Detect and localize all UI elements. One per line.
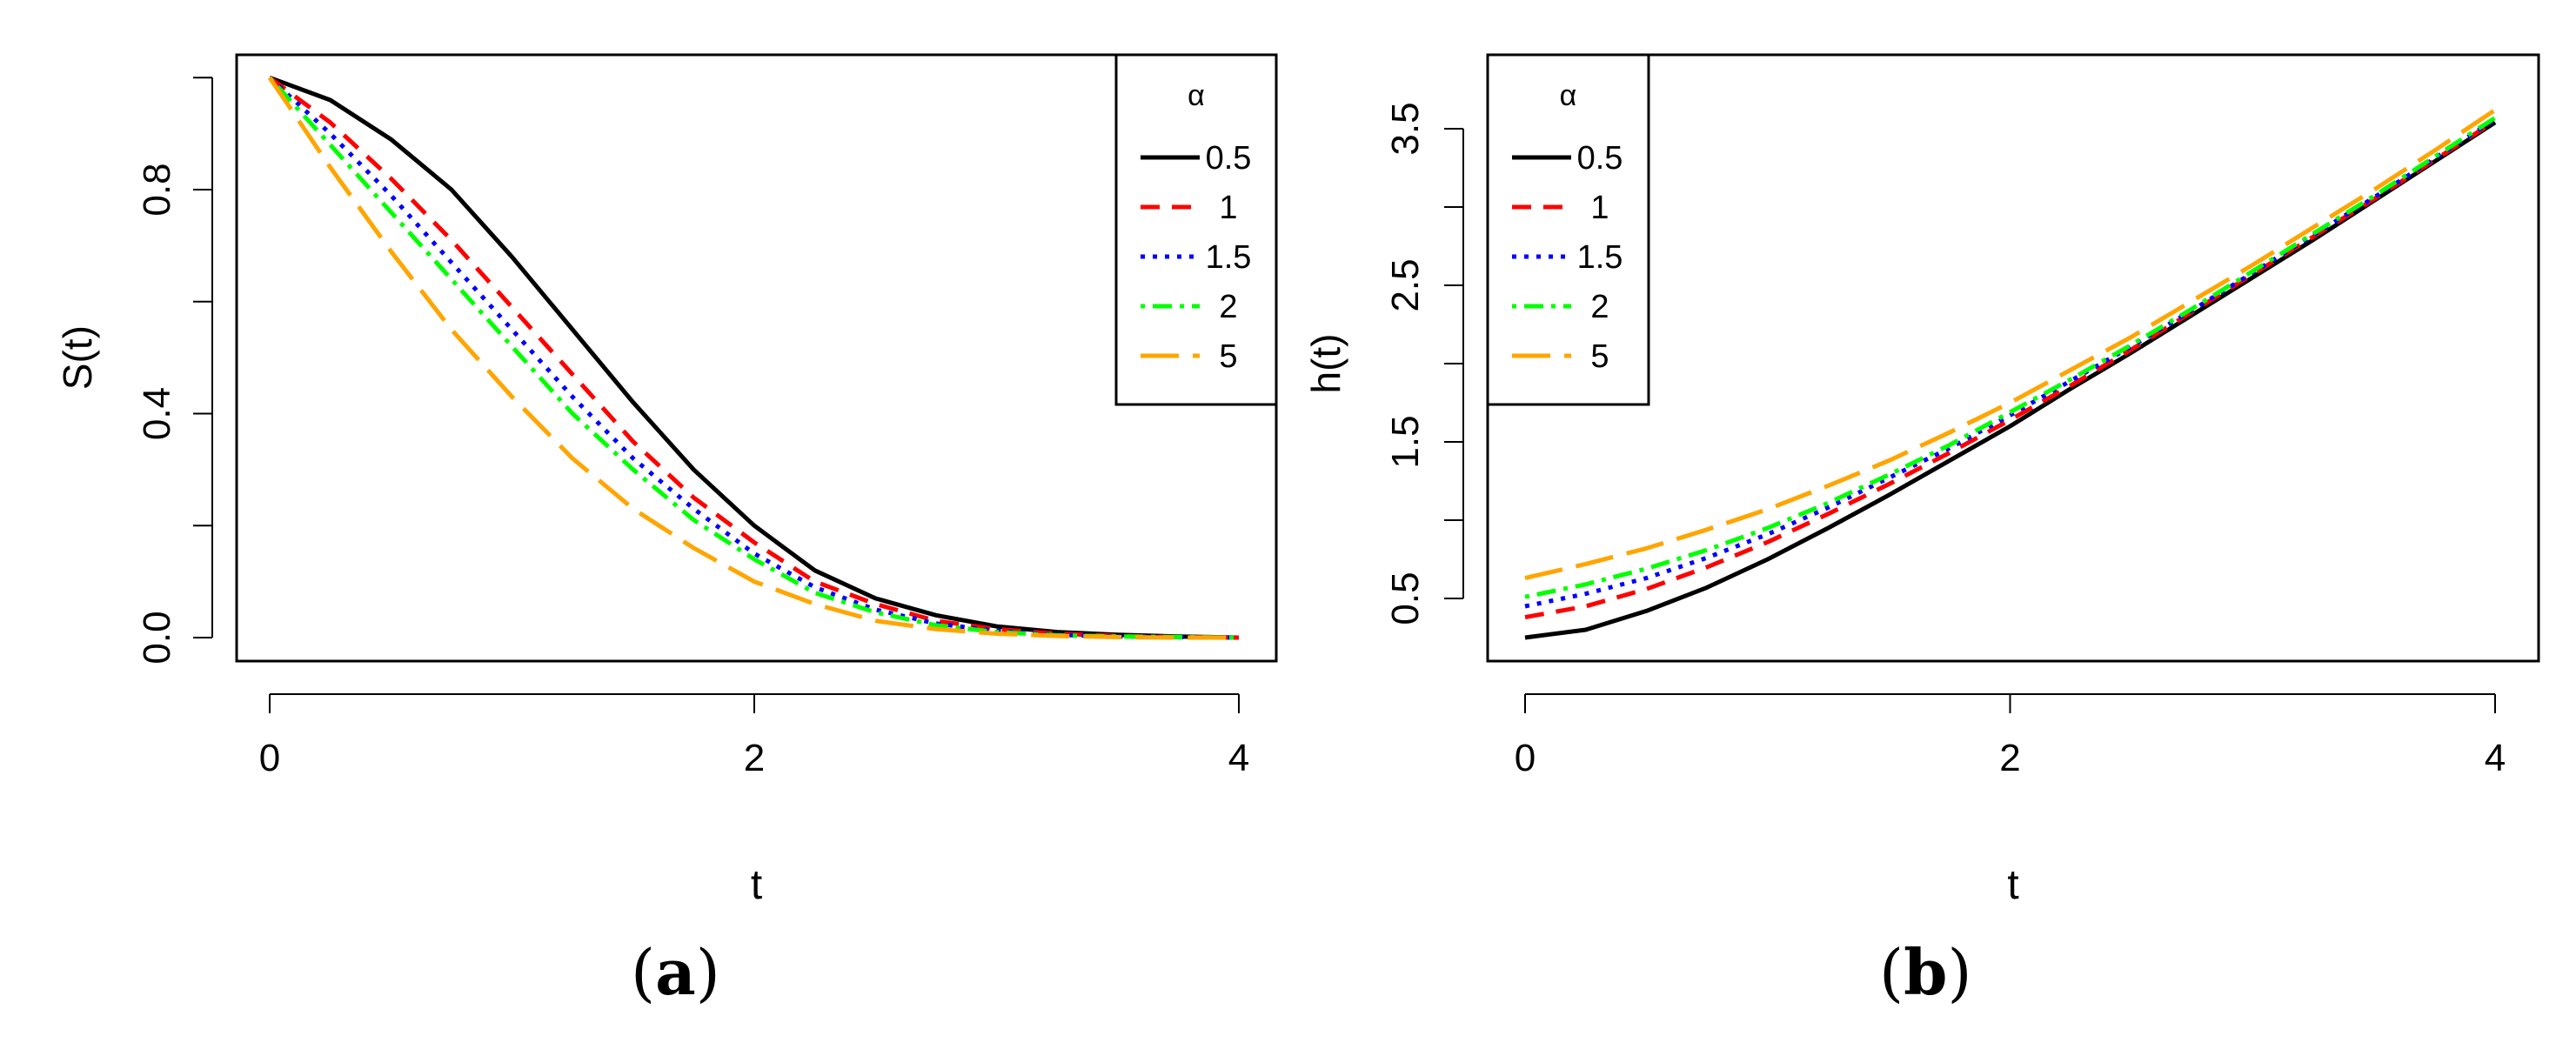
panel-a-caption: (a) (631, 935, 720, 1009)
x-tick-label: 4 (1228, 737, 1249, 779)
x-tick-label: 2 (1999, 737, 2020, 779)
legend-entry-label: 0.5 (1206, 140, 1252, 177)
series-line-alpha-2 (268, 76, 1240, 640)
legend-entry-label: 5 (1590, 338, 1609, 375)
panel-a-label: a (655, 935, 696, 1009)
y-tick-label: 1.5 (1384, 415, 1427, 468)
series-line-alpha-1-5 (1524, 117, 2497, 609)
legend-entry-label: 2 (1590, 289, 1609, 325)
series-line-alpha-1 (1524, 118, 2497, 620)
legend-entry-label: 1 (1219, 190, 1237, 226)
y-tick-label: 0.8 (136, 163, 178, 216)
series-group (1524, 108, 2497, 640)
panel-b-label: b (1904, 935, 1948, 1009)
legend-entry-label: 1.5 (1206, 239, 1252, 276)
y-axis-label: S(t) (55, 325, 100, 390)
x-tick-label: 0 (1515, 737, 1536, 779)
series-line-alpha-5 (267, 76, 1239, 640)
legend-title: α (1188, 79, 1205, 112)
y-axis: 0.0 0.4 0.8 (136, 77, 213, 665)
panel-b-caption: (b) (1879, 935, 1972, 1009)
legend-entry-label: 1.5 (1577, 239, 1623, 276)
chart-panel-b: 0 2 4t0.51.52.53.5h(t)α0.511.525 (1303, 53, 2540, 908)
series-group (267, 75, 1240, 640)
y-tick-label: 0.4 (136, 387, 178, 440)
legend-entry-label: 5 (1219, 338, 1237, 375)
y-tick-label: 2.5 (1384, 258, 1427, 311)
series-line-alpha-1 (268, 76, 1240, 640)
x-axis-label: t (751, 862, 762, 908)
y-axis: 0.5 1.5 2.5 3.5 (1384, 102, 1464, 625)
x-tick-label: 2 (744, 737, 765, 779)
series-line-alpha-0-5 (269, 75, 1240, 640)
legend-box (1486, 53, 1650, 406)
y-axis-label: h(t) (1303, 334, 1348, 394)
x-axis: 0 2 4 (259, 693, 1249, 779)
chart-panel-a: 0 2 4 t 0.0 0.4 0.8 S(t) α0.5 1 1.5 2 5 (55, 53, 1278, 908)
legend-entry-label: 1 (1590, 190, 1609, 226)
legend-entry-label: 2 (1219, 289, 1237, 325)
series-line-alpha-5 (1524, 108, 2497, 581)
legend-entry-label: 0.5 (1577, 140, 1623, 177)
x-axis-label: t (2007, 862, 2018, 908)
x-axis: 0 2 4 (1515, 693, 2506, 779)
series-line-alpha-0-5 (1524, 120, 2497, 640)
x-tick-label: 4 (2485, 737, 2506, 779)
legend-title: α (1560, 79, 1577, 112)
y-tick-label: 3.5 (1384, 102, 1427, 155)
legend-box (1114, 53, 1278, 406)
x-tick-label: 0 (259, 737, 280, 779)
legend: α0.5 1 1.5 2 5 (1486, 53, 1650, 406)
legend: α0.5 1 1.5 2 5 (1114, 53, 1278, 406)
y-tick-label: 0.0 (136, 611, 178, 664)
y-tick-label: 0.5 (1384, 571, 1427, 625)
series-line-alpha-2 (1524, 116, 2497, 599)
